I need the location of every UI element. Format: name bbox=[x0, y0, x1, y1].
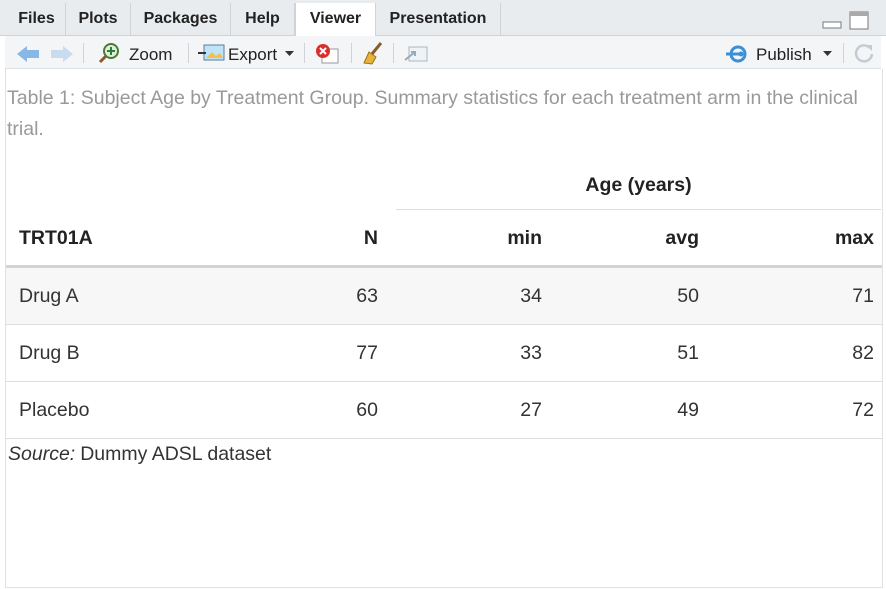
tab[interactable]: Help bbox=[231, 3, 295, 35]
row-rule bbox=[6, 324, 882, 325]
tab[interactable]: Plots bbox=[66, 3, 131, 35]
tab[interactable]: Files bbox=[8, 3, 66, 35]
table-row bbox=[6, 325, 882, 381]
column-header: TRT01A bbox=[19, 227, 93, 249]
source-label: Source: bbox=[8, 443, 76, 465]
nav-arrows[interactable] bbox=[15, 44, 75, 64]
zoom-button[interactable]: Zoom bbox=[129, 45, 173, 64]
refresh-icon[interactable] bbox=[853, 42, 875, 64]
publish-icon[interactable] bbox=[725, 44, 751, 64]
column-header: min bbox=[507, 227, 542, 249]
toolbar: Zoom Export Publish bbox=[5, 36, 881, 69]
row-label: Placebo bbox=[19, 399, 90, 421]
clear-icon[interactable] bbox=[361, 41, 385, 65]
source-text: Dummy ADSL dataset bbox=[80, 443, 272, 465]
column-header: max bbox=[834, 227, 874, 249]
table-cell: 71 bbox=[852, 285, 874, 307]
popout-icon[interactable] bbox=[403, 44, 429, 64]
source-note: Source: Dummy ADSL dataset bbox=[8, 443, 271, 466]
row-rule bbox=[6, 438, 882, 439]
publish-button[interactable]: Publish bbox=[756, 45, 812, 64]
table-row bbox=[6, 268, 882, 324]
table-cell: 33 bbox=[520, 342, 542, 364]
tab[interactable]: Viewer bbox=[295, 3, 376, 36]
tab[interactable]: Presentation bbox=[376, 3, 501, 35]
table-caption: Table 1: Subject Age by Treatment Group.… bbox=[7, 87, 858, 140]
tab-bar: Files Plots Packages Help Viewer Presentation bbox=[0, 0, 886, 36]
row-rule bbox=[6, 381, 882, 382]
table-cell: 63 bbox=[356, 285, 378, 307]
dropdown-arrow[interactable] bbox=[285, 51, 295, 57]
export-icon[interactable] bbox=[198, 44, 226, 62]
table-cell: 49 bbox=[677, 399, 699, 421]
table-cell: 82 bbox=[852, 342, 874, 364]
column-header: avg bbox=[665, 227, 699, 249]
column-header: N bbox=[363, 227, 378, 249]
zoom-icon[interactable] bbox=[98, 42, 120, 64]
table-cell: 60 bbox=[356, 399, 378, 421]
table-cell: 72 bbox=[852, 399, 874, 421]
remove-icon[interactable] bbox=[314, 43, 340, 65]
table-cell: 34 bbox=[520, 285, 542, 307]
tab[interactable]: Packages bbox=[131, 3, 231, 35]
row-label: Drug B bbox=[19, 342, 80, 364]
table-cell: 51 bbox=[677, 342, 699, 364]
table-cell: 50 bbox=[677, 285, 699, 307]
column-spanner: Age (years) bbox=[585, 174, 692, 196]
export-button[interactable]: Export bbox=[228, 45, 278, 64]
table-row bbox=[6, 382, 882, 438]
table-cell: 77 bbox=[356, 342, 378, 364]
header-rule bbox=[6, 265, 882, 268]
row-label: Drug A bbox=[19, 285, 79, 307]
viewer-content: Table 1: Subject Age by Treatment Group.… bbox=[5, 69, 883, 588]
pane-controls[interactable] bbox=[822, 10, 872, 32]
dropdown-arrow[interactable] bbox=[823, 51, 833, 57]
table-cell: 27 bbox=[520, 399, 542, 421]
